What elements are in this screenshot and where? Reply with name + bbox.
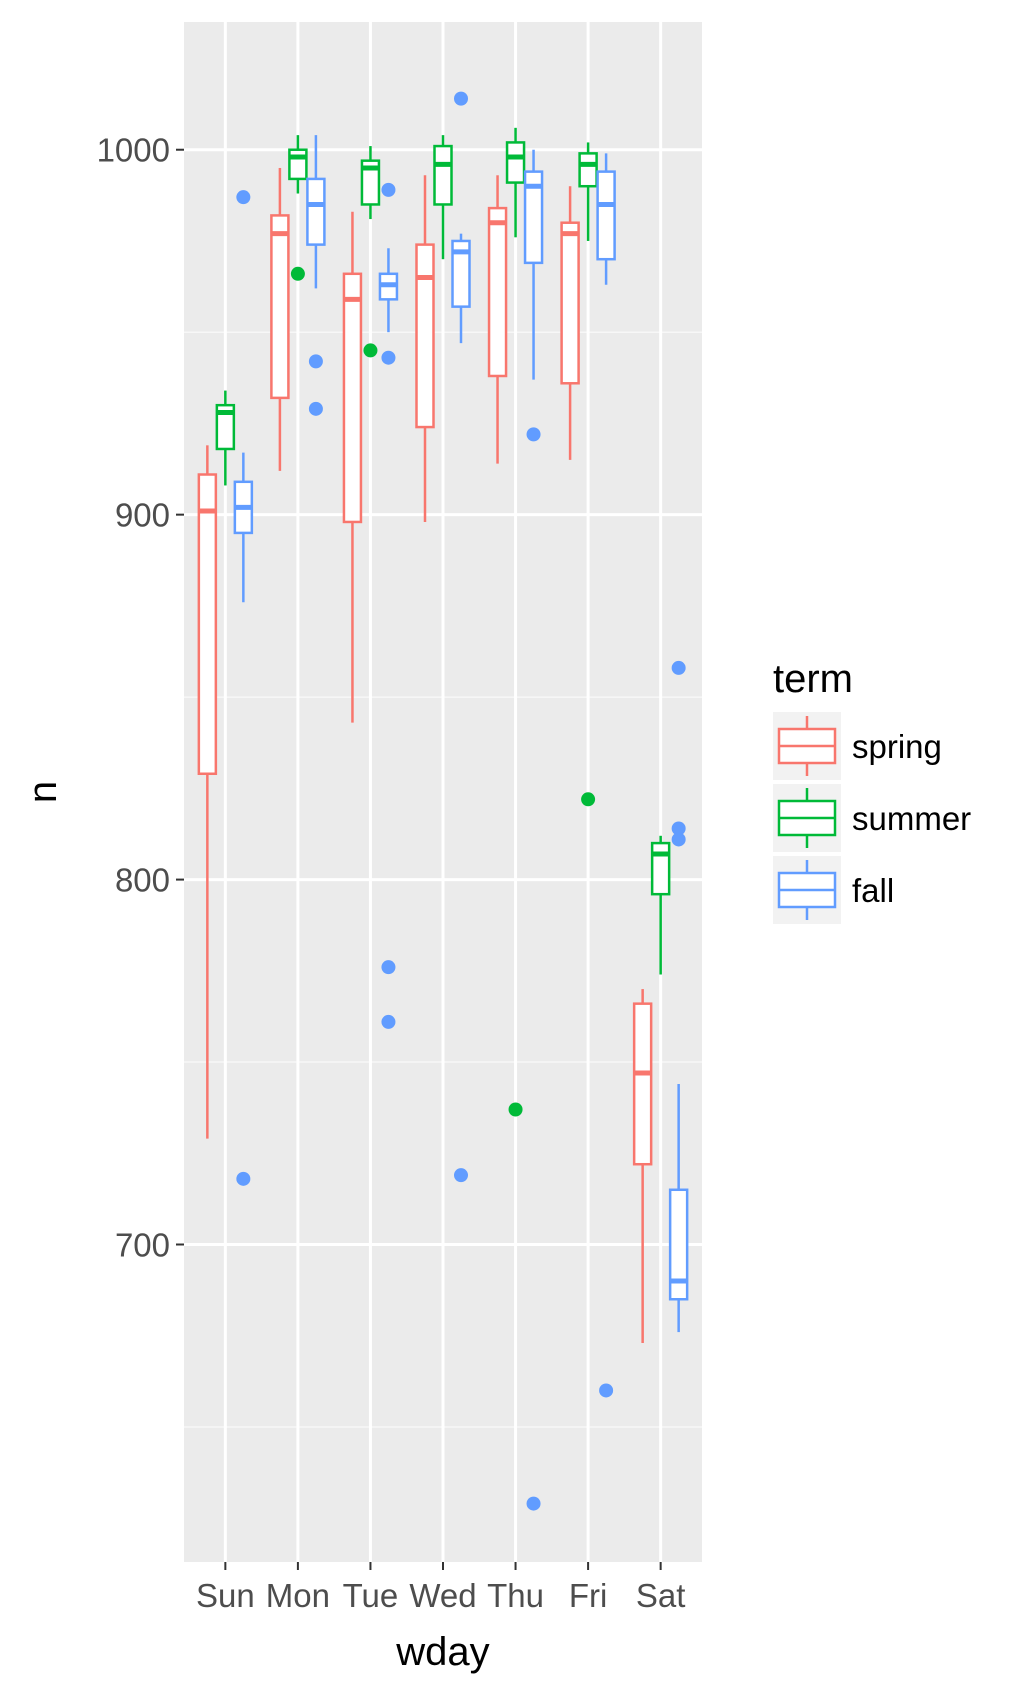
x-tick-label: Tue [343,1577,399,1614]
box-body [596,170,616,261]
outlier-point [671,660,686,675]
box-fall-mon [306,135,326,416]
outlier-point [671,821,686,836]
x-tick-label: Wed [409,1577,476,1614]
box-body [433,144,453,206]
legend-item-fall: fall [773,856,894,924]
y-axis: 700 800 900 1000 [97,132,184,1264]
box-body [288,148,308,181]
outlier-point [290,266,305,281]
box-fall-sun [233,190,254,1186]
box-summer-wed [433,135,453,260]
box-body [415,243,435,429]
y-tick-label: 800 [115,862,170,899]
x-tick-label: Fri [569,1577,607,1614]
box-fall-tue [378,182,399,1029]
box-spring-sat [632,989,653,1344]
box-summer-thu [505,127,526,1117]
box-fall-sat [668,660,689,1333]
x-tick-label: Mon [266,1577,330,1614]
box-spring-mon [270,167,290,471]
box-spring-sun [197,445,218,1139]
box-summer-sun [215,390,236,486]
box-body [215,403,236,451]
x-axis-title: wday [395,1630,489,1674]
outlier-point [599,1383,614,1398]
y-tick-label: 900 [115,497,170,534]
outlier-point [308,401,323,416]
outlier-point [454,1168,468,1183]
legend-item-spring: spring [773,712,942,780]
box-spring-wed [415,175,435,522]
box-body [560,221,580,385]
box-body [306,177,326,246]
outlier-point [581,792,596,807]
outlier-point [308,354,323,369]
outlier-point [381,960,396,975]
box-fall-wed [451,91,471,1183]
box-body [505,141,526,184]
legend-label: summer [852,800,971,837]
y-tick-label: 1000 [97,132,170,169]
box-body [578,152,598,188]
box-summer-sat [650,835,671,975]
outlier-point [526,1496,541,1511]
box-series [197,91,689,1511]
box-summer-fri [578,142,598,807]
box-body [360,159,381,206]
box-fall-fri [596,153,616,1398]
outlier-point [381,350,396,365]
box-body [487,206,508,378]
box-spring-tue [342,211,363,723]
box-body [650,841,671,896]
legend: term spring summer fall [773,657,971,924]
outlier-point [526,427,541,442]
box-body [523,170,544,265]
outlier-point [454,91,468,106]
outlier-point [236,1171,251,1186]
box-body [342,272,363,524]
box-body [270,214,290,400]
box-body [632,1002,653,1166]
x-tick-label: Thu [487,1577,544,1614]
legend-item-summer: summer [773,784,971,852]
outlier-point [236,190,251,205]
box-spring-thu [487,175,508,464]
box-body [197,473,218,776]
box-summer-mon [288,135,308,281]
outlier-point [381,182,396,197]
legend-label: fall [852,872,894,909]
x-tick-label: Sat [636,1577,686,1614]
y-axis-title: n [21,781,65,803]
box-fall-thu [523,149,544,1511]
legend-label: spring [852,728,942,765]
box-spring-fri [560,186,580,460]
box-body [668,1188,689,1301]
box-summer-tue [360,146,381,358]
outlier-point [508,1102,523,1117]
outlier-point [363,343,378,358]
y-tick-label: 700 [115,1227,170,1264]
x-tick-label: Sun [196,1577,255,1614]
major-gridlines [184,22,702,1562]
outlier-point [381,1014,396,1029]
legend-title: term [773,657,853,701]
outlier-point [671,832,686,847]
box-body [451,239,471,308]
x-axis: Sun Mon Tue Wed Thu Fri Sat [196,1562,685,1614]
